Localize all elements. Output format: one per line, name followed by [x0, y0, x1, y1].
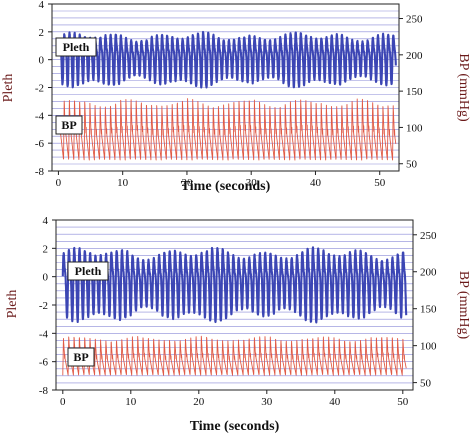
y-axis-title: Pleth — [1, 74, 16, 103]
series-label-text: BP — [73, 350, 88, 364]
y2-tick-label: 250 — [420, 230, 437, 242]
series-label-text: Pleth — [63, 40, 90, 54]
series-label-pleth: Pleth — [67, 261, 109, 281]
series-label-box — [55, 37, 97, 57]
y-tick-label: -4 — [39, 328, 49, 340]
x-axis-title: Time (seconds) — [190, 419, 280, 434]
y-tick-label: -4 — [35, 110, 45, 122]
series-label-text: BP — [61, 118, 76, 132]
x-tick-label: 0 — [60, 396, 66, 408]
y2-tick-label: 100 — [420, 341, 437, 353]
y-tick-label: -6 — [39, 357, 49, 369]
y-tick-label: 4 — [39, 0, 45, 11]
y-tick-label: -8 — [35, 166, 45, 178]
y2-tick-label: 50 — [420, 378, 432, 390]
x-tick-label: 10 — [125, 396, 137, 408]
y-tick-label: 0 — [39, 55, 45, 67]
x-tick-label: 20 — [181, 177, 193, 189]
y-tick-label: -8 — [39, 385, 49, 397]
y2-tick-label: 150 — [406, 86, 423, 98]
x-tick-label: 30 — [261, 396, 273, 408]
series-label-pleth: Pleth — [55, 37, 97, 57]
y2-axis-title: BP (mmHg) — [456, 271, 471, 340]
y2-tick-label: 100 — [406, 122, 423, 134]
x-tick-label: 50 — [374, 177, 386, 189]
series-label-text: Pleth — [75, 264, 102, 278]
grid-lines — [52, 3, 399, 172]
y2-tick-label: 50 — [406, 159, 418, 171]
series-label-bp: BP — [55, 115, 83, 135]
x-tick-label: 0 — [56, 177, 62, 189]
series-label-box — [67, 261, 109, 281]
series-line-bp — [62, 335, 407, 376]
y-tick-label: 2 — [43, 243, 49, 255]
y-tick-label: 2 — [39, 27, 45, 39]
x-tick-label: 10 — [117, 177, 129, 189]
y2-tick-label: 250 — [406, 14, 423, 26]
y2-tick-label: 200 — [420, 267, 437, 279]
y-tick-label: -2 — [39, 300, 48, 312]
y-tick-label: -2 — [35, 83, 44, 95]
series-line-pleth — [59, 30, 397, 89]
y-tick-label: 4 — [43, 215, 49, 227]
x-tick-label: 20 — [193, 396, 205, 408]
y2-tick-label: 150 — [420, 304, 437, 316]
series-line-pleth — [61, 246, 408, 324]
x-tick-label: 40 — [310, 177, 322, 189]
x-tick-label: 50 — [397, 396, 409, 408]
y2-tick-label: 200 — [406, 50, 423, 62]
y-axis-title: Pleth — [5, 290, 20, 319]
series-label-box — [67, 347, 95, 367]
series-label-bp: BP — [67, 347, 95, 367]
x-axis-title: Time (seconds) — [181, 179, 271, 194]
y-tick-label: -6 — [35, 138, 45, 150]
x-tick-label: 30 — [246, 177, 258, 189]
series-label-box — [55, 115, 83, 135]
chart-panel-2: 0 10 20 30 40 50420-2-4-6-825020015010050Plet… — [5, 215, 471, 434]
chart-panel-1: 0 10 20 30 40 50420-2-4-6-825020015010050Plet… — [1, 0, 471, 194]
y-tick-label: 0 — [43, 272, 49, 284]
y2-axis-title: BP (mmHg) — [456, 53, 471, 122]
x-tick-label: 40 — [329, 396, 341, 408]
series-line-bp — [59, 98, 397, 161]
